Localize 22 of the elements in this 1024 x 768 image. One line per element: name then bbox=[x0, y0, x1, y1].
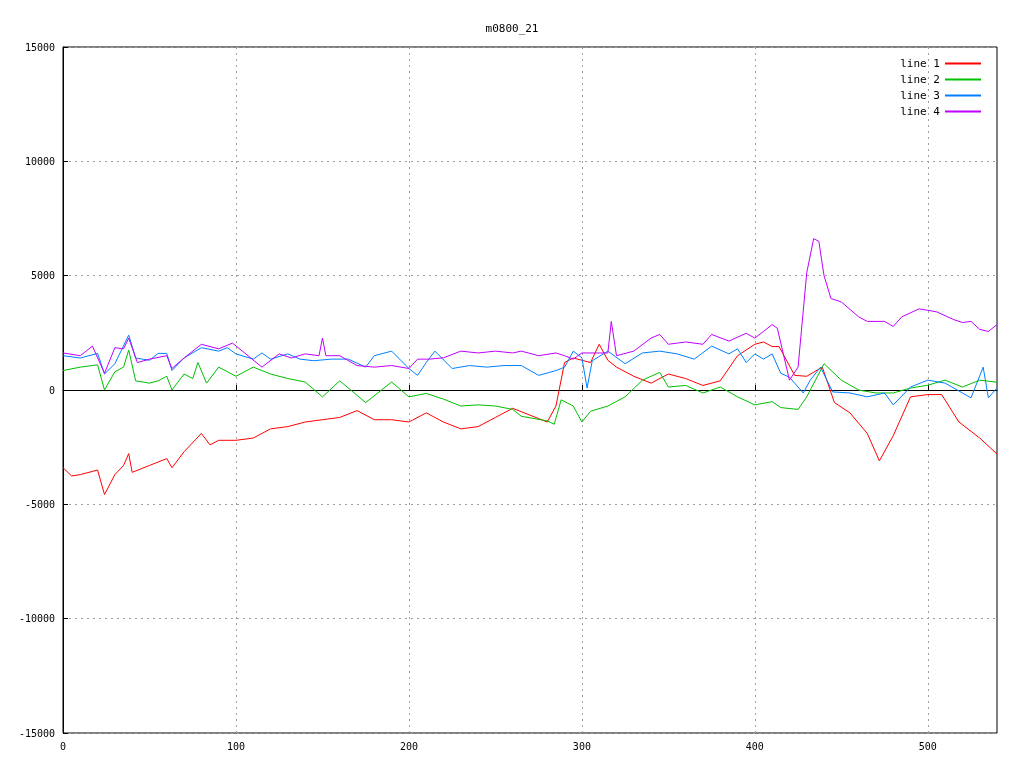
x-tick-label: 200 bbox=[399, 740, 418, 752]
x-tick-label: 0 bbox=[59, 740, 67, 752]
legend-label: line 4 bbox=[900, 105, 941, 118]
y-tick-label: 10000 bbox=[24, 155, 55, 167]
x-tick-label: 100 bbox=[226, 740, 245, 752]
line-series bbox=[62, 349, 998, 425]
x-tick-label: 300 bbox=[572, 740, 591, 752]
legend-label: line 1 bbox=[900, 57, 940, 70]
y-tick-label: -15000 bbox=[18, 727, 55, 739]
line-series bbox=[62, 341, 998, 495]
y-tick-label: 15000 bbox=[24, 41, 55, 53]
x-tick-label: 500 bbox=[918, 740, 937, 752]
legend-label: line 3 bbox=[900, 89, 940, 102]
y-tick-label: -10000 bbox=[18, 613, 55, 625]
y-tick-label: 5000 bbox=[30, 270, 55, 282]
chart-title: m0800_21 bbox=[485, 22, 539, 35]
y-tick-label: 0 bbox=[48, 384, 55, 396]
x-tick-label: 400 bbox=[745, 740, 764, 752]
legend-label: line 2 bbox=[900, 73, 940, 86]
y-tick-label: -5000 bbox=[24, 498, 55, 510]
line-series bbox=[62, 238, 998, 381]
line-series bbox=[62, 334, 998, 406]
